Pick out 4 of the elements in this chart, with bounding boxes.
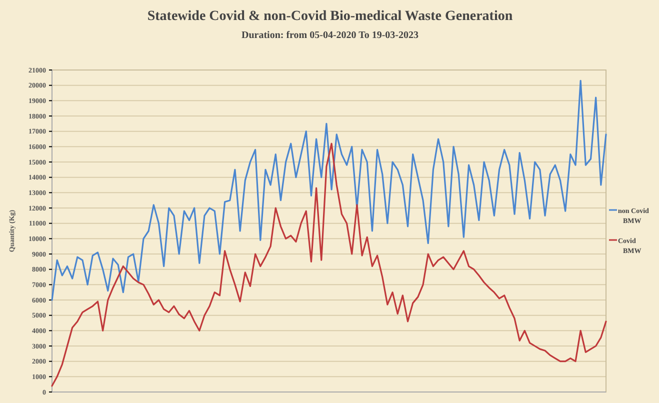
chart-title: Statewide Covid & non-Covid Bio-medical Waste Generation [147, 9, 513, 24]
line-series [51, 142, 607, 387]
chart-subtitle: Duration: from 05-04-2020 To 19-03-2023 [241, 30, 419, 41]
line-series [51, 80, 607, 301]
